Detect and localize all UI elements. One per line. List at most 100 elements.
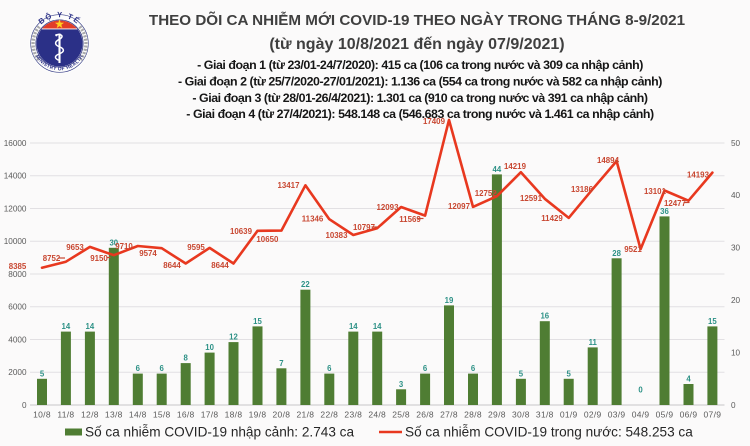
- svg-text:0: 0: [638, 386, 643, 395]
- svg-text:10: 10: [731, 348, 741, 357]
- svg-text:30: 30: [109, 238, 118, 247]
- svg-text:5: 5: [567, 369, 572, 378]
- svg-text:Số ca nhiễm COVID-19 nhập cảnh: Số ca nhiễm COVID-19 nhập cảnh: 2.743 ca: [85, 425, 354, 440]
- svg-text:- Giai đoạn 1 (từ 23/01-24/7/2: - Giai đoạn 1 (từ 23/01-24/7/2020): 415 …: [197, 58, 643, 72]
- svg-text:8385: 8385: [9, 262, 27, 271]
- svg-text:24/8: 24/8: [368, 410, 386, 420]
- svg-text:3: 3: [399, 380, 404, 389]
- svg-text:12/8: 12/8: [81, 410, 99, 420]
- svg-text:18/8: 18/8: [225, 410, 243, 420]
- svg-text:- Giai đoạn 4 (từ 27/4/2021):: - Giai đoạn 4 (từ 27/4/2021): 548.148 ca…: [186, 107, 654, 121]
- svg-text:12752: 12752: [475, 189, 498, 198]
- svg-text:9653: 9653: [66, 243, 84, 252]
- svg-text:14219: 14219: [504, 162, 527, 171]
- svg-text:7: 7: [279, 359, 283, 368]
- svg-text:14000: 14000: [4, 172, 27, 181]
- svg-text:13101: 13101: [644, 187, 667, 196]
- svg-text:03/9: 03/9: [608, 410, 626, 420]
- svg-text:9595: 9595: [187, 243, 205, 252]
- svg-text:6: 6: [136, 364, 141, 373]
- svg-text:13/8: 13/8: [105, 410, 123, 420]
- svg-text:20: 20: [731, 296, 741, 305]
- svg-text:10797: 10797: [353, 223, 376, 232]
- svg-text:8752: 8752: [43, 254, 61, 263]
- svg-text:11/8: 11/8: [57, 410, 74, 420]
- svg-text:14894: 14894: [597, 156, 620, 165]
- svg-text:6: 6: [160, 364, 165, 373]
- svg-text:10/8: 10/8: [33, 410, 51, 420]
- svg-text:11: 11: [589, 338, 598, 347]
- svg-text:28: 28: [612, 249, 621, 258]
- svg-text:13417: 13417: [278, 181, 301, 190]
- svg-text:22/8: 22/8: [320, 410, 338, 420]
- svg-text:50: 50: [731, 139, 741, 148]
- svg-text:04/9: 04/9: [632, 410, 650, 420]
- svg-text:19/8: 19/8: [249, 410, 267, 420]
- svg-text:16: 16: [540, 312, 549, 321]
- svg-text:0: 0: [731, 401, 736, 410]
- svg-text:12591: 12591: [520, 194, 543, 203]
- svg-text:21/8: 21/8: [297, 410, 315, 420]
- svg-text:15: 15: [708, 317, 717, 326]
- svg-text:11346: 11346: [302, 214, 324, 223]
- svg-text:12000: 12000: [4, 204, 27, 213]
- svg-text:10650: 10650: [256, 235, 279, 244]
- svg-text:11429: 11429: [541, 214, 563, 223]
- svg-text:17/8: 17/8: [201, 410, 219, 420]
- svg-text:36: 36: [660, 207, 669, 216]
- svg-text:30/8: 30/8: [512, 410, 530, 420]
- svg-text:5: 5: [40, 369, 45, 378]
- svg-text:28/8: 28/8: [464, 410, 482, 420]
- svg-text:23/8: 23/8: [344, 410, 362, 420]
- svg-text:05/9: 05/9: [656, 410, 674, 420]
- svg-text:9521: 9521: [624, 245, 642, 254]
- svg-text:12097: 12097: [448, 202, 471, 211]
- svg-text:11569: 11569: [399, 215, 421, 224]
- svg-text:14: 14: [86, 322, 95, 331]
- svg-text:9150: 9150: [90, 254, 108, 263]
- svg-text:4000: 4000: [8, 335, 27, 344]
- svg-text:14/8: 14/8: [129, 410, 147, 420]
- svg-text:40: 40: [731, 191, 741, 200]
- svg-text:4: 4: [686, 375, 691, 384]
- svg-text:30: 30: [731, 244, 741, 253]
- svg-text:9710: 9710: [115, 242, 133, 251]
- svg-text:16/8: 16/8: [177, 410, 195, 420]
- svg-text:17409: 17409: [423, 117, 446, 126]
- svg-text:25/8: 25/8: [392, 410, 410, 420]
- svg-text:20/8: 20/8: [273, 410, 291, 420]
- svg-text:12: 12: [229, 333, 238, 342]
- svg-text:2000: 2000: [8, 368, 27, 377]
- svg-text:44: 44: [493, 165, 502, 174]
- svg-text:14: 14: [349, 322, 358, 331]
- svg-text:01/9: 01/9: [560, 410, 578, 420]
- svg-text:27/8: 27/8: [440, 410, 458, 420]
- svg-text:22: 22: [301, 280, 310, 289]
- svg-text:16000: 16000: [4, 139, 27, 148]
- svg-text:10: 10: [205, 343, 214, 352]
- svg-text:5: 5: [519, 369, 524, 378]
- svg-text:(từ ngày 10/8/2021 đến ngày 07: (từ ngày 10/8/2021 đến ngày 07/9/2021): [269, 36, 564, 53]
- svg-text:02/9: 02/9: [584, 410, 602, 420]
- svg-text:6: 6: [423, 364, 428, 373]
- svg-text:8644: 8644: [163, 261, 181, 270]
- svg-text:13186: 13186: [571, 185, 594, 194]
- svg-text:29/8: 29/8: [488, 410, 506, 420]
- svg-text:10383: 10383: [326, 231, 349, 240]
- svg-text:8: 8: [184, 354, 189, 363]
- svg-text:14193: 14193: [687, 170, 710, 179]
- svg-text:31/8: 31/8: [536, 410, 554, 420]
- svg-text:THEO DÕI CA NHIỄM MỚI COVID-19: THEO DÕI CA NHIỄM MỚI COVID-19 THEO NGÀY…: [149, 11, 686, 29]
- svg-text:6: 6: [327, 364, 332, 373]
- svg-text:15: 15: [253, 317, 262, 326]
- svg-text:14: 14: [62, 322, 71, 331]
- svg-text:10639: 10639: [230, 227, 253, 236]
- svg-text:06/9: 06/9: [680, 410, 698, 420]
- svg-text:26/8: 26/8: [416, 410, 434, 420]
- svg-text:07/9: 07/9: [704, 410, 722, 420]
- svg-text:12093: 12093: [377, 203, 400, 212]
- svg-text:- Giai đoạn 2 (từ 25/7/2020-27: - Giai đoạn 2 (từ 25/7/2020-27/01/2021):…: [178, 74, 662, 88]
- svg-text:0: 0: [22, 401, 27, 410]
- svg-text:19: 19: [445, 296, 454, 305]
- svg-text:9574: 9574: [139, 249, 157, 258]
